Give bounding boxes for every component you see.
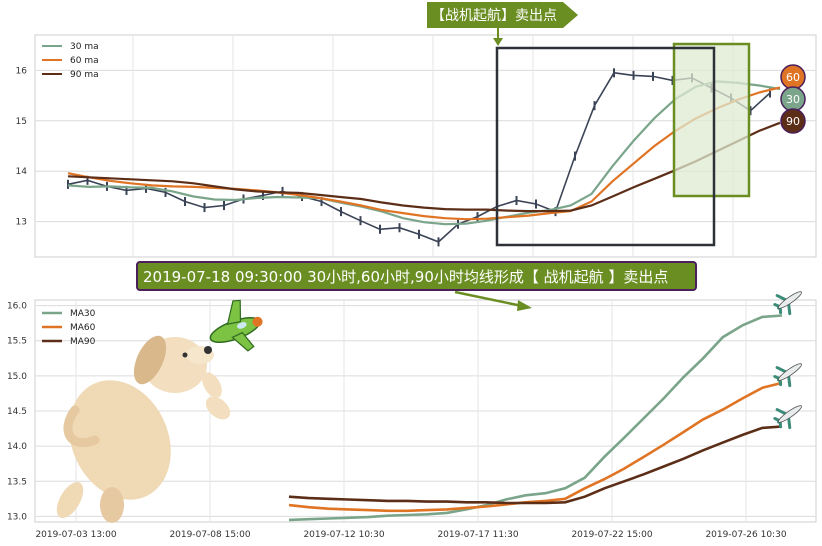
bottom-y-tick-label: 13.5	[7, 477, 27, 487]
bottom-series-line-0	[288, 314, 783, 522]
badge-90	[780, 108, 806, 134]
top-y-tick-label: 14	[16, 167, 28, 177]
top-legend-ma90: 90 ma	[70, 70, 99, 80]
bottom-x-tick-label: 2019-07-12 10:30	[303, 530, 384, 540]
top-callout: 【战机起航】卖出点	[427, 2, 578, 46]
top-callout-arrow	[427, 2, 578, 28]
bottom-panel: 13.0 13.5 14.0 14.5 15.0 15.5 16.0 2019-07-03 …	[7, 291, 817, 540]
bottom-legend-ma30: MA30	[70, 309, 96, 319]
airplane-icon	[773, 363, 802, 388]
bottom-x-tick-label: 2019-07-03 13:00	[35, 530, 116, 540]
signal-range-box	[495, 46, 716, 247]
top-legend: 30 ma 60 ma 90 ma	[42, 42, 99, 80]
bottom-y-tick-label: 15.5	[7, 337, 27, 347]
top-callout-label: 【战机起航】卖出点	[431, 8, 557, 24]
bottom-y-tick-label: 16.0	[7, 302, 27, 312]
dog-with-plane-illustration	[56, 299, 263, 523]
bottom-y-tick-label: 14.5	[7, 407, 27, 417]
top-series-line-1	[67, 86, 781, 221]
bottom-x-tick-label: 2019-07-22 15:00	[571, 530, 652, 540]
bottom-y-tick-label: 14.0	[7, 442, 27, 452]
bottom-y-tick-label: 15.0	[7, 372, 27, 382]
bottom-x-tick-label: 2019-07-26 10:30	[705, 530, 786, 540]
airplane-icon	[773, 291, 802, 316]
signal-banner: 2019-07-18 09:30:00 30小时,60小时,90小时均线形成【 …	[136, 261, 697, 311]
bottom-legend: MA30 MA60 MA90	[42, 309, 96, 347]
top-series-line-2	[67, 121, 781, 213]
bottom-x-tick-label: 2019-07-08 15:00	[169, 530, 250, 540]
bottom-series-line-1	[288, 381, 783, 513]
top-y-tick-label: 15	[16, 117, 27, 127]
top-legend-ma60: 60 ma	[70, 56, 99, 66]
badge-90-label: 90	[786, 115, 800, 128]
airplane-icon	[773, 405, 802, 430]
top-legend-ma30: 30 ma	[70, 42, 99, 52]
bottom-y-tick-label: 13.0	[7, 512, 27, 522]
bottom-legend-ma90: MA90	[70, 337, 96, 347]
top-y-tick-label: 16	[16, 66, 28, 76]
badge-60-label: 60	[786, 71, 800, 84]
bottom-x-tick-label: 2019-07-17 11:30	[437, 530, 518, 540]
bottom-legend-ma60: MA60	[70, 323, 96, 333]
bottom-series-line-2	[288, 425, 783, 505]
signal-banner-label: 2019-07-18 09:30:00 30小时,60小时,90小时均线形成【 …	[143, 268, 668, 286]
badge-30-label: 30	[786, 93, 800, 106]
signal-banner-box	[136, 261, 697, 291]
sell-zone-highlight-box	[672, 42, 751, 198]
top-y-tick-label: 13	[16, 218, 27, 228]
top-panel: 13 14 15 16 30 ma 60 ma 90 ma 60 30 90	[16, 34, 817, 258]
top-series-line-0	[67, 80, 781, 226]
end-badges: 60 30 90	[780, 64, 806, 134]
